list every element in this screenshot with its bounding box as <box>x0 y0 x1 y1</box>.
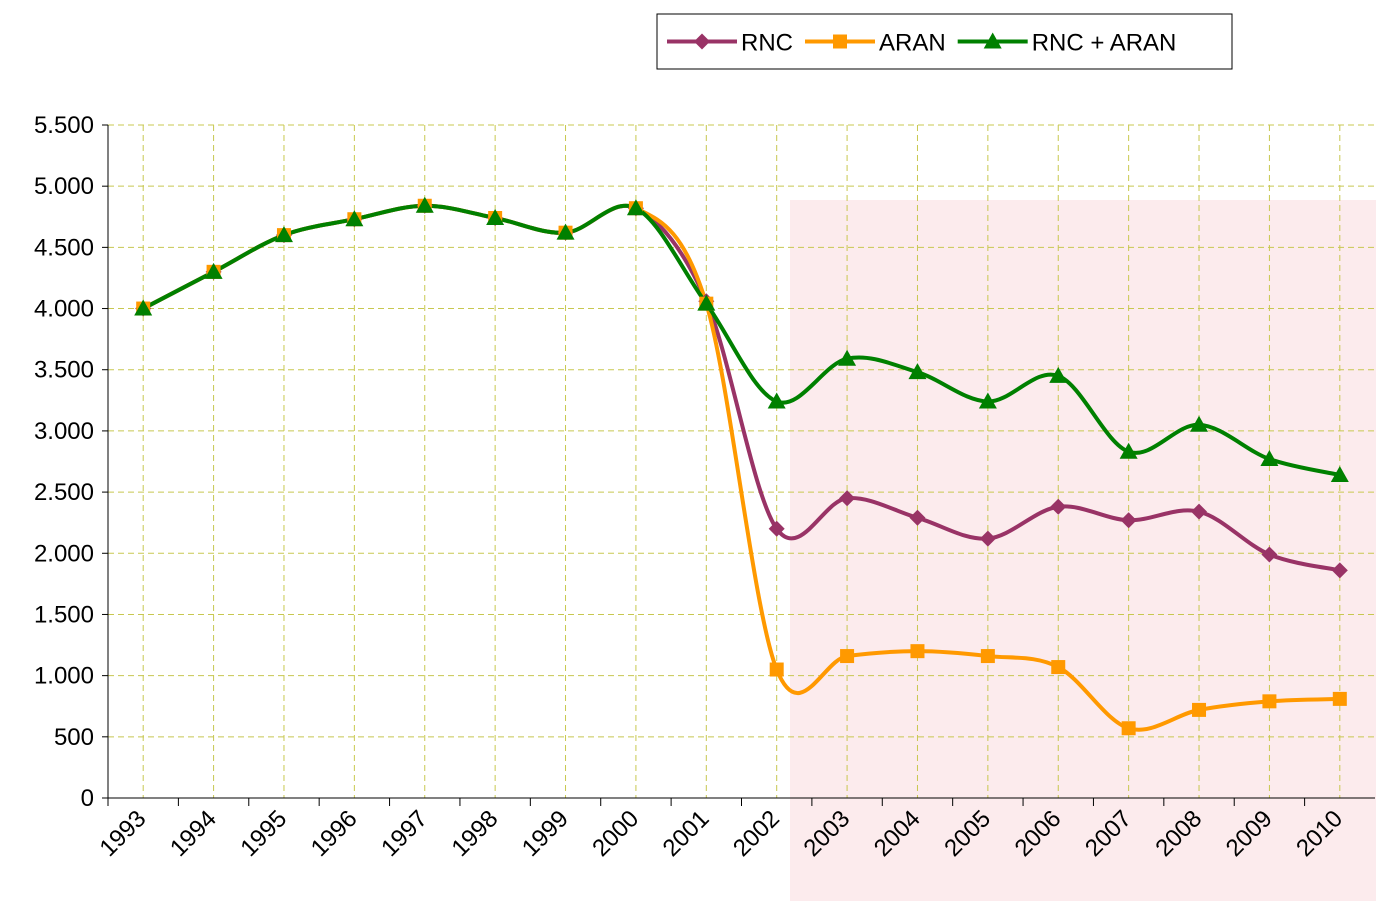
x-tick-label: 1993 <box>95 805 152 862</box>
marker <box>1261 546 1278 563</box>
x-tick-label: 1995 <box>235 805 292 862</box>
y-tick-label: 2.500 <box>34 479 94 506</box>
y-tick-label: 3.000 <box>34 418 94 445</box>
marker <box>983 32 1002 49</box>
x-tick-label: 1994 <box>165 805 222 862</box>
x-tick-label: 1996 <box>306 805 363 862</box>
legend-label: RNC <box>741 30 793 57</box>
marker <box>1330 465 1349 482</box>
marker <box>1119 442 1138 459</box>
marker <box>838 349 857 366</box>
marker <box>979 530 996 547</box>
marker <box>274 226 293 243</box>
marker <box>768 520 785 537</box>
marker <box>486 208 505 225</box>
marker <box>694 33 710 50</box>
marker <box>978 392 997 409</box>
marker <box>1332 691 1347 706</box>
marker <box>1260 450 1279 467</box>
marker <box>626 199 645 216</box>
marker <box>345 210 364 227</box>
marker <box>1331 562 1348 579</box>
y-tick-label: 1.500 <box>34 601 94 628</box>
y-tick-label: 4.000 <box>34 296 94 323</box>
x-tick-label: 2002 <box>728 805 785 862</box>
background-logo <box>790 200 1376 901</box>
marker <box>833 34 847 49</box>
y-tick-label: 5.500 <box>34 112 94 139</box>
marker <box>980 649 995 664</box>
y-tick-label: 2.000 <box>34 540 94 567</box>
marker <box>556 223 575 240</box>
legend-label: RNC + ARAN <box>1032 30 1177 57</box>
marker <box>1120 512 1137 529</box>
marker <box>204 262 223 279</box>
y-tick-label: 5.000 <box>34 173 94 200</box>
marker <box>1049 366 1068 383</box>
marker <box>1191 503 1208 520</box>
x-tick-label: 1999 <box>517 805 574 862</box>
y-tick-label: 500 <box>54 724 94 751</box>
marker <box>840 649 855 664</box>
legend-label: ARAN <box>879 30 946 57</box>
y-tick-label: 4.500 <box>34 234 94 261</box>
marker <box>1190 415 1209 432</box>
marker <box>767 392 786 409</box>
y-tick-label: 3.500 <box>34 357 94 384</box>
y-tick-label: 1.000 <box>34 663 94 690</box>
marker <box>1051 660 1066 675</box>
marker <box>839 490 856 507</box>
marker <box>415 196 434 213</box>
x-tick-label: 1997 <box>376 805 433 862</box>
marker <box>909 509 926 526</box>
x-tick-label: 2000 <box>587 805 644 862</box>
marker <box>1050 498 1067 515</box>
y-tick-label: 0 <box>81 785 94 812</box>
marker <box>1262 694 1277 709</box>
marker <box>908 363 927 380</box>
marker <box>1121 721 1136 736</box>
marker <box>697 294 716 311</box>
x-tick-label: 1998 <box>447 805 504 862</box>
marker <box>910 644 925 659</box>
marker <box>134 299 153 316</box>
marker <box>1192 702 1207 717</box>
legend-box <box>656 13 1233 70</box>
marker <box>769 662 784 677</box>
x-tick-label: 2001 <box>658 805 715 862</box>
